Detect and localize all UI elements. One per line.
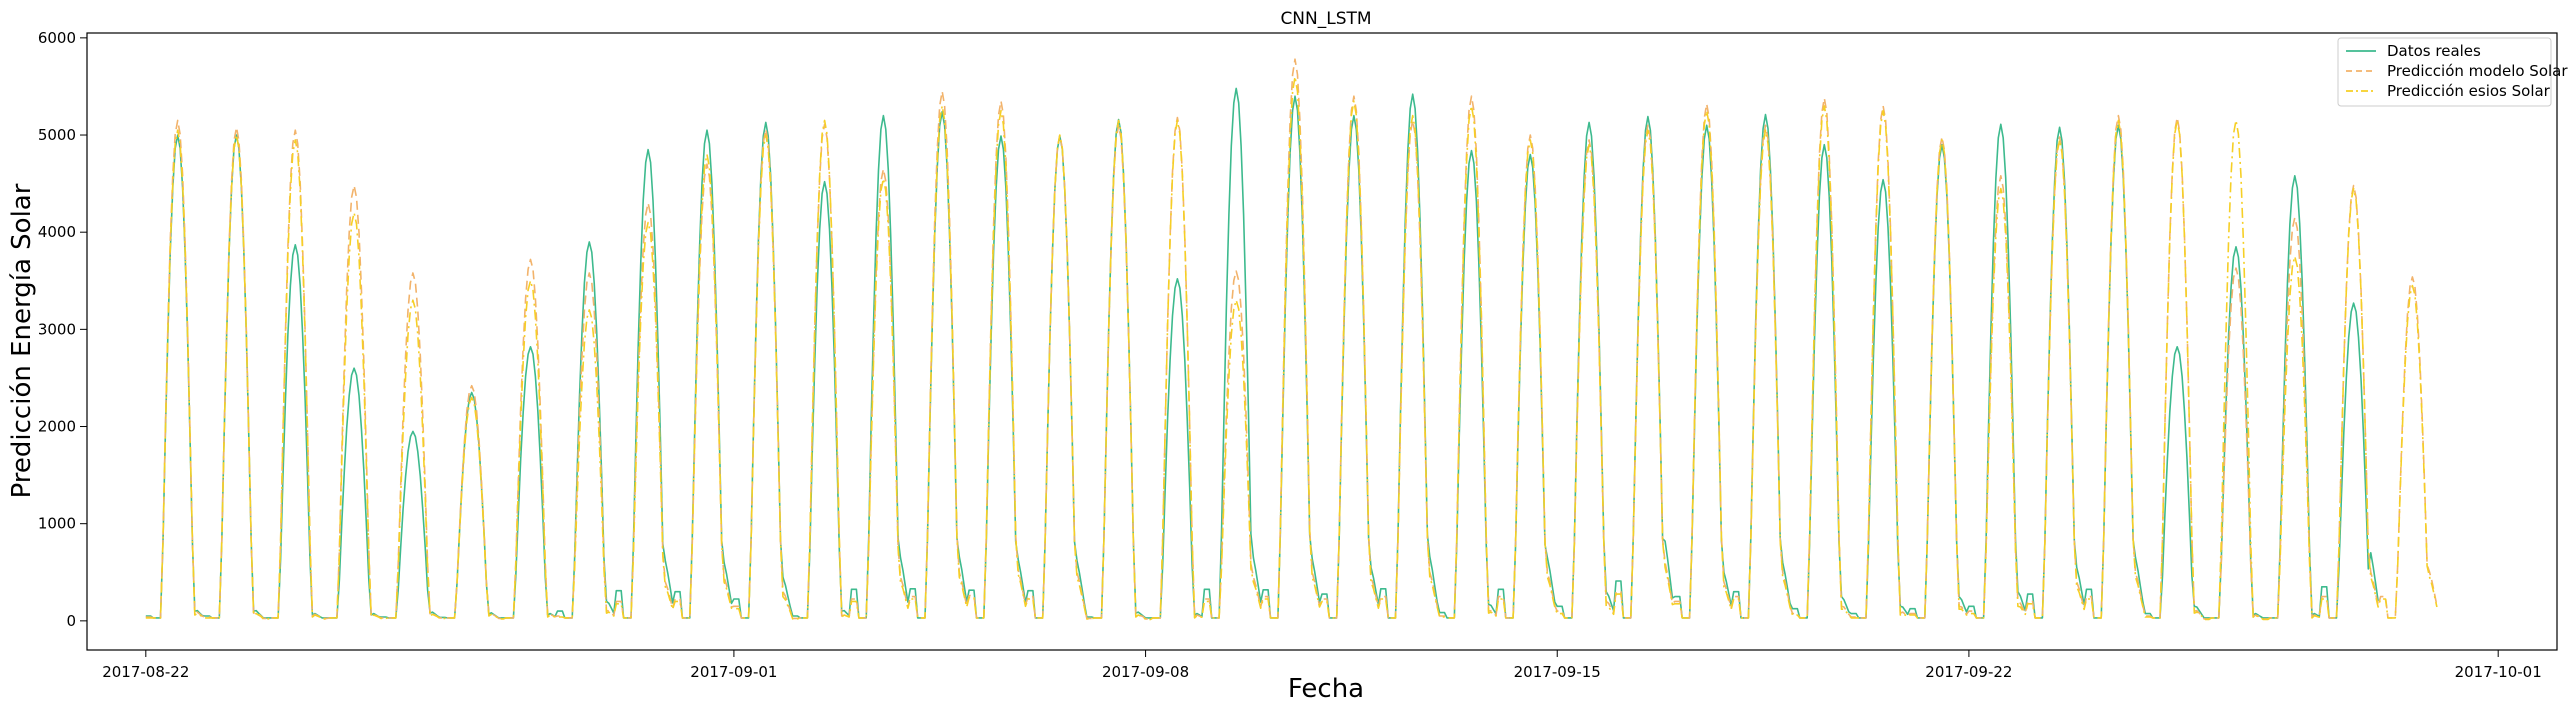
y-tick-label: 1000 (38, 515, 76, 533)
plot-frame (86, 32, 2558, 651)
legend-box (2337, 37, 2552, 107)
y-tick-label: 2000 (38, 418, 76, 436)
x-tick-label: 2017-08-22 (102, 663, 189, 681)
plot-area (145, 58, 2438, 621)
y-tick-label: 3000 (38, 320, 76, 338)
x-tick-label: 2017-09-08 (1102, 663, 1189, 681)
chart-title: CNN_LSTM (1280, 9, 1371, 29)
legend-label: Predicción esios Solar (2387, 82, 2551, 100)
legend: Datos reales Predicción modelo Solar Predi… (2337, 37, 2568, 107)
x-tick-label: 2017-09-01 (690, 663, 777, 681)
y-tick-label: 4000 (38, 223, 76, 241)
x-tick-label: 2017-10-01 (2455, 663, 2542, 681)
x-axis-label: Fecha (1288, 674, 1364, 704)
x-tick-label: 2017-09-22 (1925, 663, 2012, 681)
x-axis: 2017-08-22 2017-09-01 2017-09-08 2017-09-15… (102, 650, 2542, 681)
series-line-3 (145, 75, 2438, 621)
x-tick-label: 2017-09-15 (1514, 663, 1601, 681)
series-line-2 (145, 58, 2438, 620)
legend-label: Datos reales (2387, 42, 2481, 60)
legend-label: Predicción modelo Solar (2387, 62, 2568, 80)
y-tick-label: 5000 (38, 126, 76, 144)
y-tick-label: 0 (66, 612, 76, 630)
y-tick-label: 6000 (38, 29, 76, 47)
y-axis: 0 1000 2000 3000 4000 5000 6000 (38, 29, 87, 630)
y-axis-label: Predicción Energía Solar (7, 183, 37, 498)
